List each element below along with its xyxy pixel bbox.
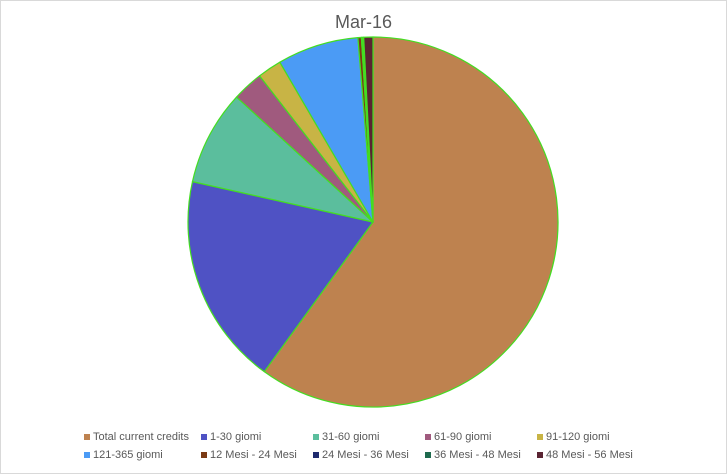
legend-item: 31-60 giomi xyxy=(313,431,425,443)
legend-item: 36 Mesi - 48 Mesi xyxy=(425,449,537,461)
legend-swatch xyxy=(201,434,207,440)
legend-swatch xyxy=(201,452,207,458)
legend-item: 61-90 giomi xyxy=(425,431,537,443)
legend-item: 12 Mesi - 24 Mesi xyxy=(201,449,313,461)
legend-item: 24 Mesi - 36 Mesi xyxy=(313,449,425,461)
legend-label: 1-30 giomi xyxy=(210,431,262,443)
legend-label: 31-60 giomi xyxy=(322,431,380,443)
legend-swatch xyxy=(425,452,431,458)
pie-slice-1 xyxy=(187,181,374,373)
legend-swatch xyxy=(537,434,543,440)
legend-label: 61-90 giomi xyxy=(434,431,492,443)
pie-slice-2 xyxy=(191,96,374,223)
legend-item: Total current credits xyxy=(84,431,201,443)
legend-swatch xyxy=(537,452,543,458)
legend-label: 36 Mesi - 48 Mesi xyxy=(434,449,521,461)
legend: Total current credits 1-30 giomi 31-60 gio… xyxy=(84,428,704,464)
legend-item: 91-120 giomi xyxy=(537,431,647,443)
pie-slice-0 xyxy=(263,36,559,408)
chart-title: Mar-16 xyxy=(334,12,392,32)
legend-item: 1-30 giomi xyxy=(201,431,313,443)
legend-label: 91-120 giomi xyxy=(546,431,610,443)
legend-label: 12 Mesi - 24 Mesi xyxy=(210,449,297,461)
legend-label: 48 Mesi - 56 Mesi xyxy=(546,449,633,461)
legend-swatch xyxy=(84,452,90,458)
legend-row: 121-365 giomi 12 Mesi - 24 Mesi 24 Mesi - … xyxy=(84,446,704,464)
legend-swatch xyxy=(313,434,319,440)
legend-item: 48 Mesi - 56 Mesi xyxy=(537,449,647,461)
legend-swatch xyxy=(313,452,319,458)
legend-swatch xyxy=(84,434,90,440)
legend-swatch xyxy=(425,434,431,440)
legend-label: Total current credits xyxy=(93,431,189,443)
legend-label: 24 Mesi - 36 Mesi xyxy=(322,449,409,461)
legend-label: 121-365 giomi xyxy=(93,449,163,461)
legend-item: 121-365 giomi xyxy=(84,449,201,461)
legend-row: Total current credits 1-30 giomi 31-60 gio… xyxy=(84,428,704,446)
pie-slice-9 xyxy=(363,36,374,223)
